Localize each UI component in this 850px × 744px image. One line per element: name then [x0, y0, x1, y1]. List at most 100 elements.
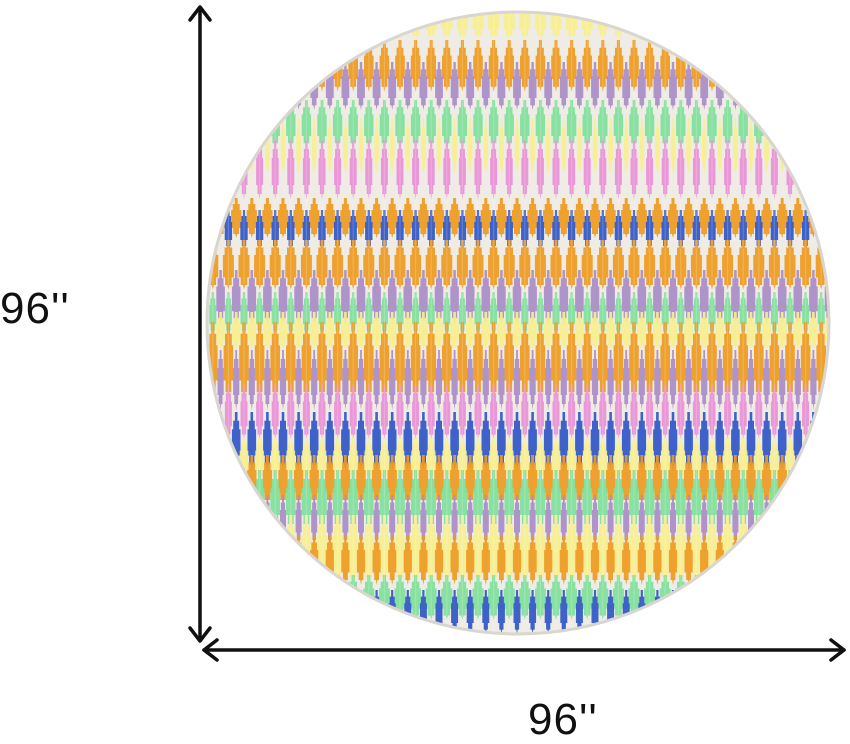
pattern-motif-green — [208, 100, 218, 148]
pattern-motif-green — [815, 575, 827, 620]
pattern-motif-blue — [607, 590, 615, 634]
pattern-motif-yellow — [294, 312, 303, 350]
pattern-motif-green — [269, 575, 281, 620]
pattern-motif-purple — [748, 495, 754, 545]
pattern-motif-blue — [295, 590, 303, 634]
pattern-motif-blue — [716, 590, 724, 634]
pattern-motif-orange — [598, 40, 608, 92]
pattern-motif-green — [831, 575, 842, 620]
pattern-motif-blue — [715, 412, 725, 470]
pattern-texture-line — [383, 12, 385, 634]
pattern-motif-green — [410, 100, 421, 148]
pattern-motif-blue — [543, 412, 553, 470]
pattern-motif-orange — [722, 322, 733, 400]
pattern-motif-yellow — [302, 438, 311, 480]
pattern-motif-pink — [334, 140, 342, 200]
pattern-motif-purple — [529, 350, 536, 410]
pattern-motif-green — [316, 575, 328, 620]
pattern-motif-orange — [800, 322, 811, 400]
pattern-motif-purple — [621, 270, 631, 325]
pattern-motif-yellow — [410, 515, 421, 585]
pattern-motif-yellow — [826, 118, 829, 175]
pattern-motif-yellow — [503, 12, 515, 40]
pattern-motif-orange — [785, 40, 795, 92]
pattern-motif-yellow — [458, 438, 467, 480]
pattern-motif-green — [550, 575, 562, 620]
pattern-texture-line — [524, 12, 526, 634]
pattern-motif-orange — [247, 535, 256, 585]
pattern-motif-pink — [677, 140, 685, 200]
pattern-motif-green — [629, 100, 639, 148]
pattern-motif-green — [412, 292, 420, 335]
pattern-motif-purple — [778, 62, 787, 110]
pattern-motif-purple — [763, 350, 770, 410]
pattern-motif-green — [582, 470, 592, 530]
pattern-motif-purple — [793, 270, 803, 325]
pattern-motif-orange — [832, 322, 842, 400]
pattern-motif-blue — [411, 210, 420, 250]
pattern-motif-blue — [247, 412, 257, 470]
pattern-motif-orange — [402, 198, 413, 238]
pattern-motif-purple — [278, 270, 288, 325]
pattern-motif-yellow — [597, 515, 609, 585]
pattern-motif-green — [644, 100, 655, 148]
pattern-motif-green — [427, 292, 435, 335]
pattern-motif-pink — [474, 140, 482, 200]
pattern-motif-green — [457, 100, 468, 148]
pattern-motif-yellow — [519, 12, 531, 40]
pattern-texture-line — [337, 12, 339, 634]
pattern-motif-purple — [387, 270, 397, 325]
pattern-motif-orange — [761, 198, 772, 238]
height-label: 96'' — [0, 284, 70, 333]
pattern-motif-yellow — [499, 118, 504, 175]
pattern-motif-orange — [387, 198, 398, 238]
pattern-motif-orange — [543, 198, 554, 238]
pattern-motif-yellow — [644, 515, 655, 585]
pattern-motif-green — [832, 100, 841, 148]
pattern-motif-orange — [457, 322, 468, 400]
pattern-motif-green — [614, 292, 622, 335]
pattern-motif-purple — [263, 62, 272, 110]
pattern-motif-orange — [488, 40, 499, 92]
pattern-motif-blue — [302, 210, 311, 250]
pattern-motif-yellow — [473, 438, 483, 480]
pattern-motif-green — [395, 470, 405, 530]
pattern-motif-orange — [480, 198, 491, 238]
pattern-texture-line — [664, 12, 666, 634]
pattern-motif-orange — [644, 40, 655, 92]
pattern-motif-blue — [746, 412, 756, 470]
pattern-motif-yellow — [296, 118, 301, 175]
pattern-motif-orange — [348, 322, 358, 400]
pattern-motif-blue — [653, 590, 661, 634]
pattern-motif-purple — [746, 270, 756, 325]
width-arrow-left-head — [202, 638, 219, 662]
pattern-motif-yellow — [566, 515, 577, 585]
pattern-motif-orange — [449, 455, 460, 505]
pattern-motif-purple — [793, 62, 802, 110]
pattern-motif-orange — [270, 40, 280, 92]
pattern-motif-orange — [699, 455, 709, 505]
pattern-motif-purple — [451, 495, 458, 545]
pattern-texture-line — [212, 12, 214, 634]
pattern-motif-yellow — [278, 312, 288, 350]
pattern-motif-purple — [762, 62, 771, 110]
pattern-motif-orange — [215, 455, 226, 505]
pattern-motif-green — [334, 292, 342, 335]
pattern-motif-orange — [684, 535, 693, 585]
pattern-motif-yellow — [488, 515, 499, 585]
pattern-motif-orange — [473, 322, 483, 400]
pattern-motif-orange — [535, 322, 546, 400]
pattern-motif-yellow — [815, 12, 827, 40]
pattern-motif-orange — [566, 240, 578, 290]
pattern-motif-orange — [769, 40, 780, 92]
pattern-motif-yellow — [325, 312, 335, 350]
pattern-motif-purple — [810, 495, 817, 545]
pattern-motif-blue — [512, 412, 522, 470]
pattern-motif-green — [551, 100, 561, 148]
pattern-motif-yellow — [769, 515, 780, 585]
pattern-motif-orange — [419, 535, 428, 585]
pattern-motif-yellow — [300, 12, 312, 40]
pattern-motif-purple — [669, 350, 677, 410]
pattern-motif-yellow — [717, 118, 723, 175]
pattern-motif-green — [676, 100, 686, 148]
